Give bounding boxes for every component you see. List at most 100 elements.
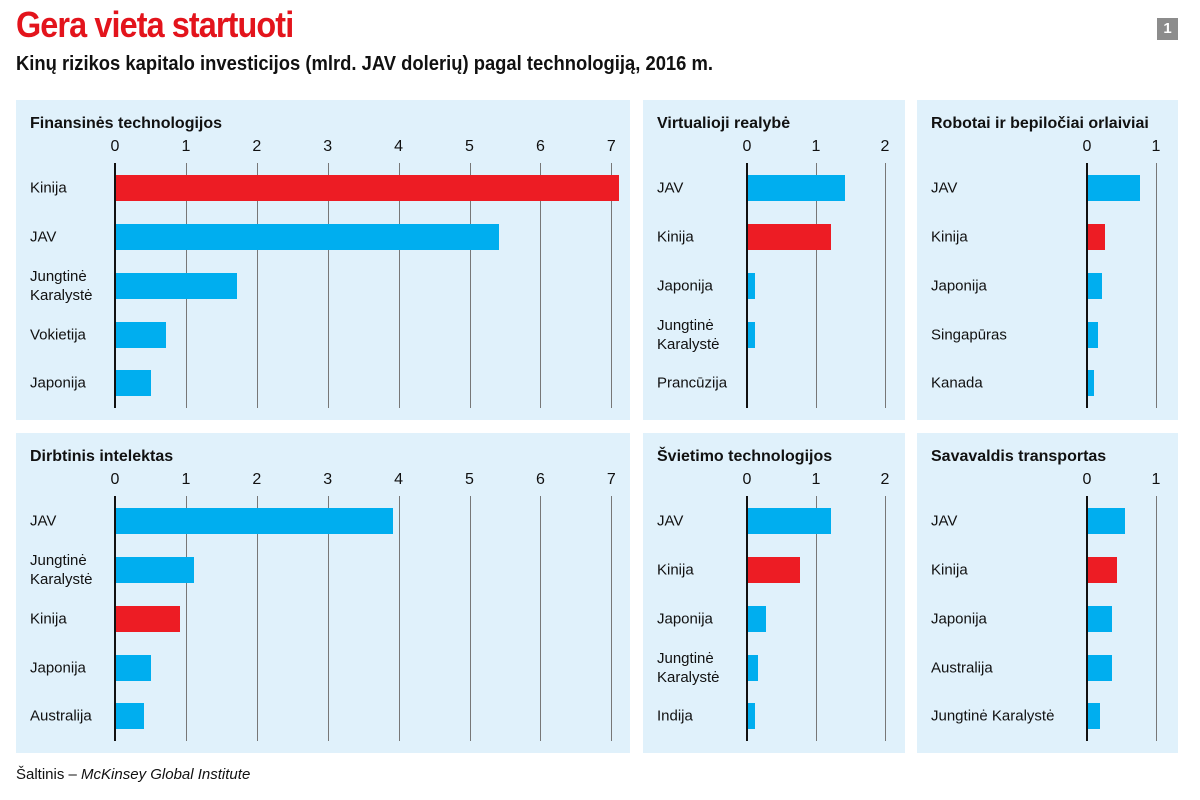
category-label: Vokietija (30, 326, 86, 344)
category-label: Jungtinė Karalystė (30, 552, 93, 588)
gridline (816, 163, 817, 408)
category-label: Kinija (30, 179, 67, 197)
bar (748, 224, 831, 250)
chart-panel: Dirbtinis intelektas 0 1 2 3 4 5 6 7 JAV Jungtinė … (16, 433, 630, 753)
gridline (327, 496, 329, 741)
category-label: Japonija (657, 610, 713, 628)
tick-label: 0 (742, 471, 752, 488)
chart-panel: Virtualioji realybė 0 1 2 JAV Kinija Japonija J… (643, 100, 905, 420)
category-label: Japonija (931, 277, 987, 295)
gridline (885, 163, 886, 408)
gridline (398, 163, 400, 408)
category-label: Jungtinė Karalystė (931, 707, 1055, 725)
tick-label: 6 (535, 471, 545, 488)
category-label: Australija (30, 707, 92, 725)
category-label: JAV (931, 512, 958, 530)
tick-label: 2 (252, 471, 262, 488)
chart-panel: Švietimo technologijos 0 1 2 JAV Kinija Japoni… (643, 433, 905, 753)
source-prefix: Šaltinis – (16, 766, 82, 783)
bar (116, 508, 393, 534)
category-label: Jungtinė Karalystė (657, 650, 720, 686)
zero-axis (746, 163, 748, 408)
gridline (816, 496, 817, 741)
category-label: Singapūras (931, 326, 1007, 344)
chart-title: Virtualioji realybė (657, 115, 791, 132)
gridline (469, 163, 471, 408)
tick-label: 1 (811, 138, 821, 155)
gridline (1156, 163, 1157, 408)
bar (748, 508, 831, 534)
bar (748, 655, 759, 681)
category-label: Japonija (657, 277, 713, 295)
tick-label: 7 (606, 138, 616, 155)
gridline (185, 496, 187, 741)
tick-label: 1 (811, 471, 821, 488)
gridline (540, 163, 542, 408)
category-label: Kanada (931, 374, 983, 392)
category-label: Kinija (931, 561, 968, 579)
bar (116, 322, 166, 348)
chart-panel: Robotai ir bepiločiai orlaiviai 0 1 JAV Kini… (917, 100, 1178, 420)
chart-title: Savavaldis transportas (931, 448, 1107, 465)
bar (1088, 322, 1099, 348)
tick-label: 1 (181, 138, 191, 155)
bar (748, 273, 755, 299)
category-label: JAV (657, 512, 684, 530)
zero-axis (114, 496, 116, 741)
page-title: Gera vieta startuoti (16, 4, 294, 45)
bar (1088, 655, 1113, 681)
bar (748, 322, 755, 348)
chart-title: Dirbtinis intelektas (30, 448, 174, 465)
zero-axis (114, 163, 116, 408)
category-label: Indija (657, 707, 693, 725)
category-label: JAV (931, 179, 958, 197)
bar (1088, 370, 1094, 396)
bar (748, 175, 845, 201)
category-label: Kinija (931, 228, 968, 246)
tick-label: 5 (465, 471, 474, 488)
bar (1088, 508, 1126, 534)
bar (116, 557, 194, 583)
bar (1088, 273, 1103, 299)
bar (116, 703, 145, 729)
source-name: McKinsey Global Institute (81, 766, 251, 783)
category-label: Jungtinė Karalystė (657, 317, 720, 353)
tick-label: 2 (252, 138, 262, 155)
bar (1088, 703, 1101, 729)
gridline (885, 496, 886, 741)
chart-panel: Savavaldis transportas 0 1 JAV Kinija Japonij… (917, 433, 1178, 753)
category-label: Kinija (30, 610, 67, 628)
category-label: JAV (30, 512, 57, 530)
category-label: Kinija (657, 228, 694, 246)
category-label: Jungtinė Karalystė (30, 268, 93, 304)
chart-title: Robotai ir bepiločiai orlaiviai (931, 115, 1149, 132)
bar (116, 370, 152, 396)
category-label: Japonija (30, 374, 86, 392)
bar (1088, 606, 1113, 632)
tick-label: 7 (606, 471, 616, 488)
gridline (1156, 496, 1157, 741)
bar (748, 606, 766, 632)
category-label: Prancūzija (657, 374, 728, 392)
bar (1088, 557, 1117, 583)
tick-label: 6 (535, 138, 545, 155)
figure-number-badge: 1 (1157, 18, 1178, 40)
tick-label: 4 (394, 471, 404, 488)
bar (1088, 224, 1106, 250)
tick-label: 0 (110, 471, 120, 488)
tick-label: 4 (394, 138, 404, 155)
gridline (256, 163, 258, 408)
bar (748, 703, 755, 729)
tick-label: 0 (1082, 138, 1092, 155)
tick-label: 5 (465, 138, 474, 155)
category-label: Kinija (657, 561, 694, 579)
zero-axis (1086, 496, 1088, 741)
category-label: Japonija (30, 659, 86, 677)
tick-label: 3 (323, 471, 333, 488)
gridline (611, 163, 613, 408)
bar (116, 175, 620, 201)
tick-label: 0 (742, 138, 752, 155)
gridline (256, 496, 258, 741)
category-label: JAV (30, 228, 57, 246)
